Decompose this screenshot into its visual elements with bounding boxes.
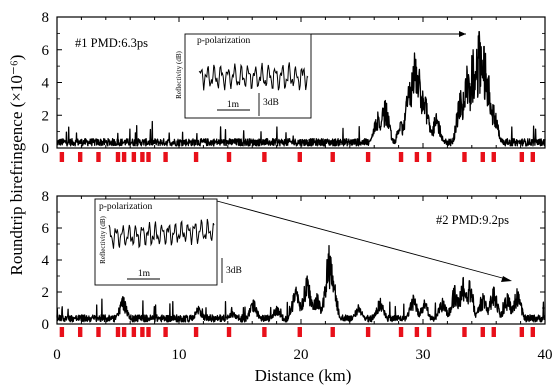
sensor-marker: [146, 152, 151, 162]
sensor-marker: [226, 152, 232, 162]
y-tick-label: 4: [42, 253, 50, 269]
y-tick-label: 8: [42, 10, 50, 26]
y-tick-label: 2: [42, 108, 50, 124]
sensor-marker: [330, 152, 335, 162]
y-tick-label: 0: [42, 141, 50, 157]
sensor-marker: [59, 152, 65, 162]
x-tick-label: 10: [172, 347, 187, 363]
sensor-marker: [462, 152, 467, 162]
x-ticks-bottom: 0 10 20 30 40: [53, 196, 553, 363]
sensor-marker: [131, 327, 137, 337]
x-tick-label: 0: [53, 347, 61, 363]
sensor-marker: [131, 152, 137, 162]
sensor-marker: [163, 152, 168, 162]
sensor-marker: [365, 152, 371, 162]
sensor-marker: [519, 327, 525, 337]
sensor-marker: [140, 152, 145, 162]
sensor-marker: [414, 152, 420, 162]
inset-title-top: p-polarization: [197, 36, 251, 46]
inset-scale-y-top: 3dB: [263, 98, 279, 108]
sensor-marker: [414, 327, 420, 337]
y-ticks-bottom: 0 2 4 6 8: [42, 189, 545, 333]
sensor-marker: [59, 327, 65, 337]
sensor-marker: [480, 327, 485, 337]
sensor-markers-bottom: [59, 327, 535, 337]
y-tick-label: 4: [42, 76, 50, 92]
sensor-marker: [426, 152, 432, 162]
inset-bottom: p-polarization Reflectivity (dB) 1m 3dB: [94, 198, 242, 286]
sensor-marker: [519, 152, 525, 162]
x-tick-label: 30: [416, 347, 431, 363]
sensor-marker: [462, 327, 467, 337]
inset-title-bottom: p-polarization: [99, 202, 153, 212]
x-axis-title: Distance (km): [255, 366, 352, 385]
inset-waveform-bottom: [108, 218, 215, 249]
sensor-marker: [530, 152, 535, 162]
sensor-marker: [193, 327, 199, 337]
sensor-marker: [96, 327, 101, 337]
inset-scale-x-top: 1m: [227, 100, 240, 110]
sensor-marker: [480, 152, 485, 162]
sensor-marker: [193, 152, 199, 162]
sensor-marker: [491, 152, 496, 162]
sensor-marker: [115, 327, 121, 337]
y-tick-label: 8: [42, 189, 50, 205]
sensor-marker: [398, 152, 404, 162]
inset-ylabel-top: Reflectivity (dB): [175, 51, 183, 99]
sensor-marker: [426, 327, 432, 337]
pointer-arrowhead-top: [459, 31, 466, 37]
sensor-marker: [297, 152, 302, 162]
x-tick-label: 40: [538, 347, 553, 363]
x-tick-label: 20: [294, 347, 309, 363]
sensor-marker: [297, 327, 302, 337]
sensor-marker: [140, 327, 145, 337]
y-axis-title: Roundtrip birefringence (×10⁻⁶): [7, 55, 26, 276]
sensor-marker: [226, 327, 232, 337]
panel-label-bottom: #2 PMD:9.2ps: [436, 213, 509, 227]
y-tick-label: 0: [42, 317, 50, 333]
pointer-arrowhead-bottom: [501, 276, 512, 282]
sensor-marker: [491, 327, 496, 337]
sensor-marker: [96, 152, 101, 162]
sensor-marker: [163, 327, 168, 337]
inset-top: p-polarization Reflectivity (dB) 1m 3dB: [175, 33, 312, 119]
birefringence-series: [56, 31, 546, 147]
birefringence-series: [56, 244, 546, 323]
sensor-marker: [398, 327, 404, 337]
trace-bottom: [56, 244, 546, 323]
panel-bottom: #2 PMD:9.2ps 0 2 4 6 8 0 10 20 30 40 p-polarizat…: [42, 189, 553, 363]
inset-frame-bottom: [94, 198, 218, 286]
sensor-marker: [77, 327, 83, 337]
y-tick-label: 2: [42, 285, 50, 301]
sensor-markers-top: [59, 152, 535, 162]
sensor-marker: [365, 327, 371, 337]
inset-scale-x-bottom: 1m: [138, 269, 151, 279]
y-tick-label: 6: [42, 221, 50, 237]
sensor-marker: [77, 152, 83, 162]
sensor-marker: [262, 327, 267, 337]
sensor-marker: [530, 327, 535, 337]
inset-waveform-top: [198, 62, 309, 91]
sensor-marker: [146, 327, 151, 337]
y-ticks-top: 0 2 4 6 8: [42, 10, 545, 157]
inset-scale-y-bottom: 3dB: [226, 266, 242, 276]
sensor-marker: [121, 327, 127, 337]
y-tick-label: 6: [42, 43, 50, 59]
inset-ylabel-bottom: Reflectivity (dB): [99, 216, 107, 264]
trace-top: [56, 31, 546, 147]
sensor-marker: [121, 152, 127, 162]
panel-label-top: #1 PMD:6.3ps: [75, 36, 148, 50]
sensor-marker: [330, 327, 335, 337]
pointer-arrow-bottom: [216, 200, 507, 280]
panel-top: #1 PMD:6.3ps 0 2 4 6 8 p-polarization Reflec…: [42, 10, 546, 162]
inset-frame-top: [184, 33, 312, 119]
sensor-marker: [262, 152, 267, 162]
sensor-marker: [115, 152, 121, 162]
